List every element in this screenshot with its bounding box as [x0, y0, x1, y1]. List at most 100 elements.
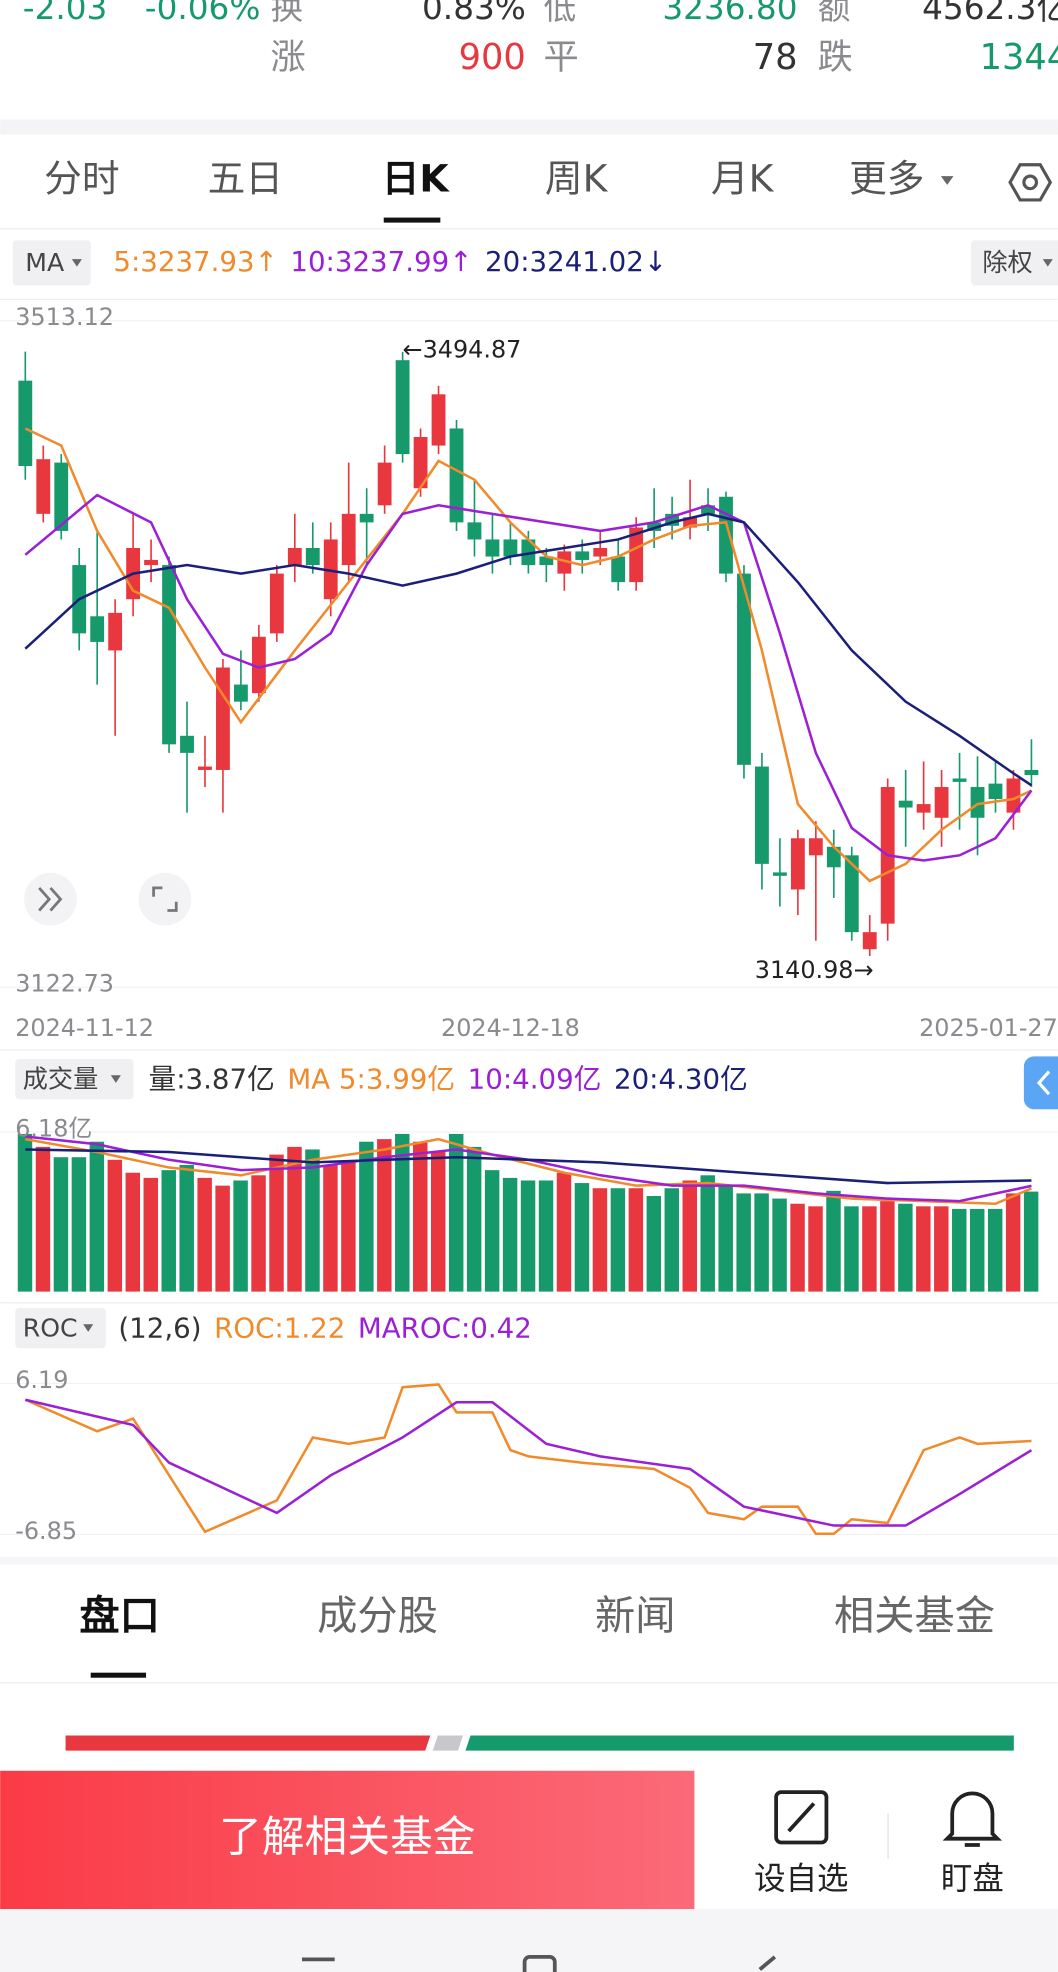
extreme-label: ←3494.87 — [403, 336, 522, 364]
volume-bar — [969, 1208, 985, 1292]
corner — [167, 901, 178, 912]
dropdown-caret — [1042, 259, 1053, 267]
y-tick-label: 6.18亿 — [15, 1114, 92, 1142]
adjust-button[interactable] — [971, 240, 1058, 286]
section-tab[interactable]: 相关基金 — [834, 1594, 995, 1640]
period-tab[interactable]: 日K — [382, 157, 451, 201]
indicator-line — [25, 1148, 1032, 1185]
x-tick-label: 2024-11-12 — [15, 1014, 154, 1042]
candle-body — [198, 766, 212, 770]
volume-bar — [35, 1146, 51, 1292]
volume-bar — [934, 1206, 949, 1292]
dropdown-caret — [83, 1324, 94, 1332]
indicator-line — [24, 493, 1033, 862]
volume-bar — [682, 1180, 697, 1292]
roc-indicator-button[interactable] — [15, 1307, 106, 1349]
volume-bar — [538, 1180, 554, 1292]
volume-bar — [808, 1206, 823, 1292]
candle-body — [844, 855, 859, 933]
nav-home-icon[interactable] — [522, 1955, 557, 1972]
candle-body — [611, 556, 626, 583]
legend-entry: 10:4.09亿 — [468, 1062, 602, 1095]
candle-body — [683, 517, 697, 528]
volume-bar — [844, 1206, 859, 1292]
volume-bar — [718, 1185, 733, 1292]
volume-bar — [772, 1198, 787, 1292]
candle-body — [180, 735, 194, 753]
candle-body — [18, 380, 33, 467]
indicator-button-text[interactable]: ROC — [23, 1313, 78, 1342]
period-tab[interactable]: 周K — [545, 157, 609, 201]
fund-button-text: 了解相关基金 — [219, 1812, 475, 1862]
expand-left-button[interactable] — [24, 872, 77, 926]
adjust-button-text: 除权 — [982, 248, 1032, 277]
candle-body — [216, 667, 230, 770]
volume-bar — [287, 1146, 302, 1292]
settings-icon[interactable] — [1008, 163, 1053, 202]
period-tab[interactable]: 更多 — [849, 157, 924, 201]
volume-bar — [628, 1188, 644, 1292]
monitor-button[interactable]: 盯盘 — [941, 1791, 1004, 1897]
candle-body — [36, 459, 51, 514]
candle-body — [305, 547, 320, 566]
volume-bar — [826, 1190, 841, 1292]
indicator-button-text[interactable]: 成交量 — [23, 1064, 98, 1093]
indicator-line — [24, 1383, 1032, 1536]
volume-bar — [17, 1133, 33, 1292]
indicator-line — [25, 1137, 1032, 1206]
section-tab[interactable]: 盘口 — [79, 1594, 159, 1640]
sell-ratio-bar — [465, 1735, 1014, 1751]
candle-body — [862, 932, 877, 950]
candle-body — [144, 559, 158, 566]
legend-entry: MA 5:3.99亿 — [287, 1062, 455, 1095]
candle-body — [521, 539, 536, 566]
period-tab[interactable]: 月K — [711, 157, 775, 201]
candle-body — [503, 539, 518, 557]
candle-body — [251, 636, 266, 694]
watchlist-button[interactable]: 设自选 — [754, 1790, 848, 1897]
indicator-line — [24, 512, 1033, 787]
volume-bar — [610, 1188, 626, 1292]
y-tick-label: 6.19 — [15, 1366, 68, 1394]
volume-bar — [502, 1177, 518, 1292]
volume-bar — [754, 1193, 769, 1292]
candle-body — [790, 838, 805, 890]
volume-bar — [179, 1164, 194, 1292]
legend-entry: 20:3241.02↓ — [485, 245, 667, 278]
candle-body — [233, 684, 248, 702]
candle-body — [647, 522, 662, 531]
nav-back-icon[interactable] — [758, 1955, 777, 1971]
volume-bar — [143, 1177, 158, 1292]
active-tab-underline — [90, 1672, 147, 1678]
volume-bar — [790, 1203, 805, 1292]
ma-button[interactable] — [12, 240, 91, 286]
legend-entry: 5:3237.93↑ — [113, 245, 277, 278]
active-tab-underline — [383, 217, 441, 223]
navigation-bar — [0, 1909, 1058, 1972]
indicator-line — [24, 427, 1032, 883]
bell-icon — [942, 1791, 1003, 1841]
period-tab[interactable]: 五日 — [208, 157, 283, 201]
candle-body — [988, 783, 1003, 799]
volume-bar — [466, 1146, 482, 1292]
candle-body — [431, 394, 446, 446]
fullscreen-button[interactable] — [138, 872, 192, 926]
period-tab[interactable]: 分时 — [44, 157, 119, 201]
section-tab[interactable]: 新闻 — [595, 1594, 675, 1640]
icon-pen — [787, 1802, 816, 1833]
quote-field: 3236.80 — [662, 0, 797, 27]
candle-body — [54, 462, 69, 531]
volume-bar — [664, 1188, 680, 1292]
y-tick-label: 3513.12 — [15, 303, 114, 331]
quote-field: 78 — [753, 37, 798, 78]
candle-body — [539, 556, 554, 566]
volume-bar — [269, 1154, 284, 1292]
side-drawer-tab[interactable] — [1023, 1056, 1058, 1110]
fund-button[interactable] — [0, 1770, 695, 1910]
candle-body — [467, 522, 482, 540]
section-tab[interactable]: 成分股 — [317, 1594, 438, 1640]
candle-body — [593, 547, 608, 557]
volume-indicator-button[interactable] — [15, 1058, 134, 1100]
candle-body — [287, 547, 302, 566]
